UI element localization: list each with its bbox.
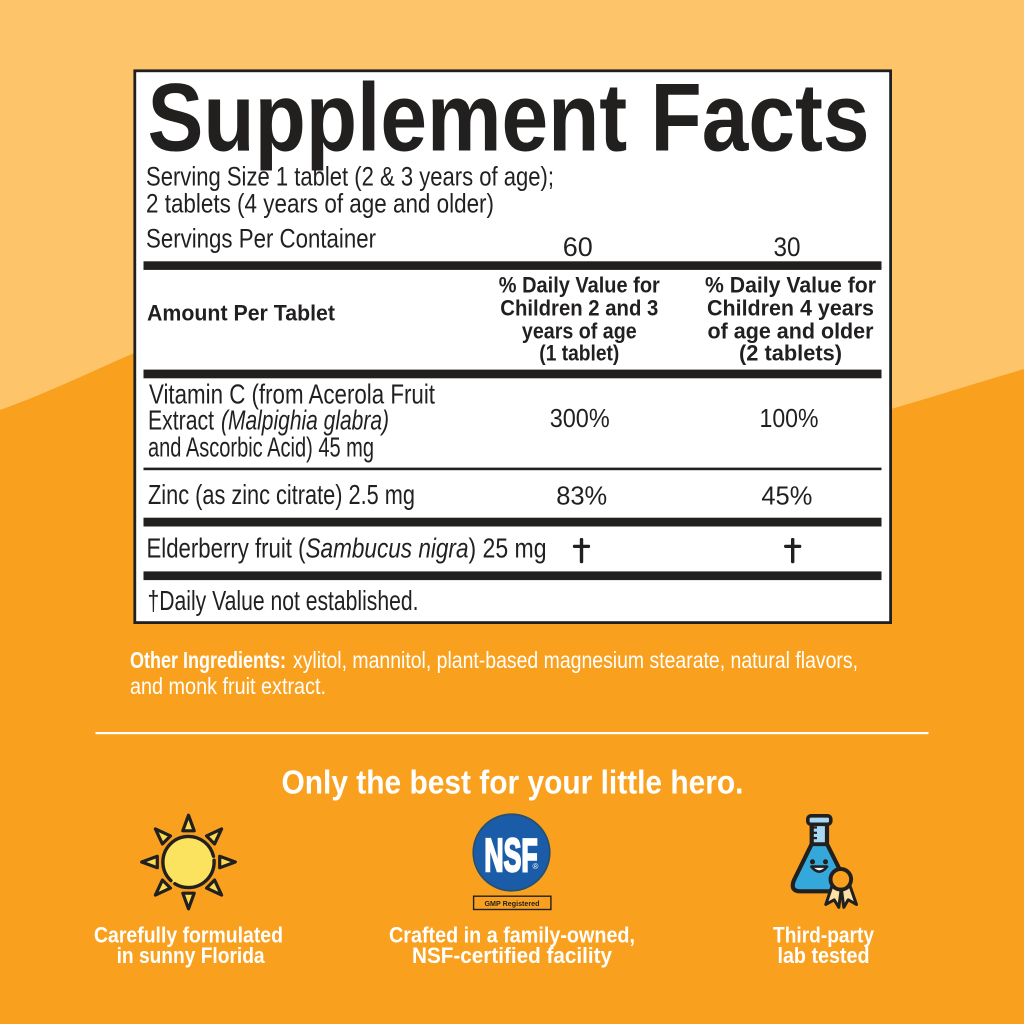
svg-text:Other Ingredients:: Other Ingredients: [130,647,286,673]
svg-text:and Ascorbic Acid) 45 mg: and Ascorbic Acid) 45 mg [148,431,374,462]
svg-text:2 tablets (4 years of age and: 2 tablets (4 years of age and older) [146,189,494,219]
svg-text:of age and older: of age and older [708,318,875,343]
svg-text:and monk fruit extract.: and monk fruit extract. [130,673,326,699]
svg-text:(2 tablets): (2 tablets) [739,341,842,366]
svg-text:Children 4 years: Children 4 years [707,296,874,321]
svg-text:Only the best for your little: Only the best for your little hero. [282,765,744,802]
svg-text:®: ® [533,862,539,871]
svg-text:Elderberry fruit (: Elderberry fruit ( [147,533,306,564]
svg-text:GMP Registered: GMP Registered [485,901,540,908]
svg-text:% Daily Value for: % Daily Value for [499,273,660,298]
svg-text:†Daily Value not established.: †Daily Value not established. [148,585,419,616]
svg-text:(Malpighia glabra): (Malpighia glabra) [221,405,389,436]
svg-text:Serving Size 1 tablet (2 & 3 y: Serving Size 1 tablet (2 & 3 years of ag… [146,162,554,192]
svg-text:Third-party: Third-party [773,923,875,948]
svg-text:45%: 45% [761,483,812,511]
svg-text:NSF: NSF [484,829,537,881]
svg-text:Amount Per Tablet: Amount Per Tablet [147,301,335,326]
svg-text:60: 60 [563,232,593,262]
svg-text:100%: 100% [760,405,819,433]
svg-text:NSF-certified facility: NSF-certified facility [412,943,613,968]
svg-text:30: 30 [774,232,801,262]
svg-text:300%: 300% [550,405,610,433]
svg-text:Children 2 and 3: Children 2 and 3 [500,296,658,321]
svg-text:% Daily Value for: % Daily Value for [705,273,876,298]
svg-text:Supplement Facts: Supplement Facts [148,65,870,172]
svg-text:Carefully formulated: Carefully formulated [94,923,283,948]
svg-text:Extract: Extract [148,405,214,436]
svg-text:xylitol, mannitol, plant-based: xylitol, mannitol, plant-based magnesium… [293,647,858,673]
svg-text:lab tested: lab tested [778,943,870,968]
svg-text:Servings Per Container: Servings Per Container [146,223,376,253]
svg-text:Zinc (as zinc citrate) 2.5 mg: Zinc (as zinc citrate) 2.5 mg [148,479,415,510]
svg-text:years of age: years of age [522,318,637,343]
svg-text:83%: 83% [556,483,607,511]
svg-text:Vitamin C (from Acerola Fruit: Vitamin C (from Acerola Fruit [149,379,435,410]
svg-text:(1 tablet): (1 tablet) [539,341,619,366]
svg-text:) 25 mg: ) 25 mg [469,533,547,564]
svg-text:in sunny Florida: in sunny Florida [117,943,266,968]
svg-text:Sambucus nigra: Sambucus nigra [306,533,469,564]
svg-text:Crafted in a family-owned,: Crafted in a family-owned, [389,923,635,948]
